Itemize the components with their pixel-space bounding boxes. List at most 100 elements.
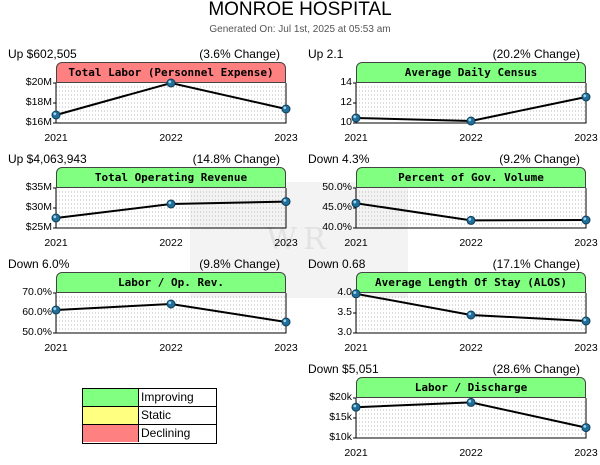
- data-point-highlight: [168, 80, 172, 84]
- x-tick-label: 2022: [459, 447, 483, 459]
- x-tick-label: 2021: [44, 237, 68, 249]
- x-tick-label: 2021: [44, 132, 68, 144]
- change-amount: Down 4.3%: [308, 152, 370, 166]
- data-point-highlight: [583, 425, 587, 428]
- change-percent: (9.2% Change): [499, 152, 580, 166]
- line-chart: [351, 187, 591, 229]
- legend-label: Improving: [141, 390, 194, 404]
- data-point: [51, 110, 61, 120]
- data-point: [581, 316, 591, 326]
- data-point: [166, 199, 176, 209]
- line-chart: [51, 78, 291, 124]
- y-tick-label: 12: [340, 96, 352, 108]
- chart-title: Total Operating Revenue: [56, 167, 286, 188]
- x-tick-label: 2022: [459, 237, 483, 249]
- chart-panel: Down 4.3% (9.2% Change) Percent of Gov. Vo…: [300, 152, 598, 254]
- y-tick-label: 50.0%: [322, 181, 352, 193]
- y-tick-label: 70.0%: [22, 286, 52, 298]
- y-tick-label: 14: [340, 76, 352, 88]
- legend-label: Static: [141, 408, 172, 422]
- legend-swatch-improving: [83, 389, 139, 406]
- data-point-highlight: [283, 199, 287, 202]
- y-tick-label: 3.5: [337, 306, 352, 318]
- x-tick-label: 2021: [344, 132, 368, 144]
- data-point-highlight: [468, 118, 472, 122]
- change-amount: Down 6.0%: [8, 257, 70, 271]
- y-tick-label: $16M: [25, 116, 52, 128]
- change-percent: (3.6% Change): [199, 47, 280, 61]
- data-point: [581, 215, 591, 225]
- x-tick-label: 2023: [274, 342, 298, 354]
- y-tick-label: $20M: [25, 76, 52, 88]
- y-tick-label: $18M: [25, 96, 52, 108]
- data-point-highlight: [283, 319, 287, 323]
- x-tick-label: 2022: [159, 342, 183, 354]
- data-point-highlight: [468, 217, 472, 221]
- x-tick-label: 2022: [459, 342, 483, 354]
- chart-title: Total Labor (Personnel Expense): [56, 62, 286, 83]
- data-point: [466, 397, 476, 407]
- data-point-highlight: [283, 106, 287, 110]
- change-amount: Down 0.68: [308, 257, 366, 271]
- y-tick-label: 40.0%: [322, 221, 352, 233]
- data-point-highlight: [583, 94, 587, 98]
- data-point: [581, 423, 591, 433]
- change-percent: (9.8% Change): [199, 257, 280, 271]
- chart-panel: Down 6.0% (9.8% Change) Labor / Op. Rev. 50…: [0, 257, 298, 359]
- x-tick-label: 2021: [344, 447, 368, 459]
- line-chart: [51, 292, 291, 334]
- change-percent: (17.1% Change): [492, 257, 580, 271]
- x-tick-label: 2021: [344, 342, 368, 354]
- data-point-highlight: [468, 312, 472, 316]
- data-point: [351, 113, 361, 123]
- data-point-highlight: [353, 404, 357, 408]
- change-amount: Up $602,505: [8, 47, 77, 61]
- data-point-highlight: [353, 200, 357, 204]
- data-point: [466, 116, 476, 126]
- y-tick-label: 10: [340, 116, 352, 128]
- data-point-highlight: [53, 307, 57, 311]
- y-tick-label: $30M: [25, 201, 52, 213]
- generated-timestamp: Generated On: Jul 1st, 2025 at 05:53 am: [209, 24, 391, 35]
- legend-item-improving: Improving: [83, 389, 216, 407]
- y-tick-label: $35M: [25, 181, 52, 193]
- x-tick-label: 2022: [459, 132, 483, 144]
- data-point-highlight: [353, 115, 357, 119]
- chart-panel: Down $5,051 (28.6% Change) Labor / Dischar…: [300, 362, 598, 464]
- y-tick-label: $15k: [329, 411, 352, 423]
- chart-title: Labor / Op. Rev.: [56, 272, 286, 293]
- y-tick-label: $20k: [329, 391, 352, 403]
- page-title: MONROE HOSPITAL: [208, 0, 392, 20]
- legend-swatch-static: [83, 407, 139, 424]
- legend-swatch-declining: [83, 425, 139, 442]
- y-tick-label: $25M: [25, 221, 52, 233]
- chart-title: Average Length Of Stay (ALOS): [356, 272, 586, 293]
- data-point: [466, 310, 476, 320]
- data-point: [351, 198, 361, 208]
- data-point: [581, 92, 591, 102]
- data-point: [166, 78, 176, 88]
- data-point: [281, 197, 291, 207]
- data-point: [351, 402, 361, 412]
- data-point-highlight: [53, 215, 57, 219]
- x-tick-label: 2023: [574, 237, 598, 249]
- x-tick-label: 2023: [274, 132, 298, 144]
- data-point: [281, 317, 291, 327]
- chart-title: Percent of Gov. Volume: [356, 167, 586, 188]
- x-tick-label: 2021: [344, 237, 368, 249]
- data-point: [51, 213, 61, 223]
- y-tick-label: 3.0: [337, 326, 352, 338]
- change-percent: (14.8% Change): [192, 152, 280, 166]
- x-tick-label: 2023: [574, 132, 598, 144]
- y-tick-label: 4.0: [337, 286, 352, 298]
- y-tick-label: 45.0%: [322, 201, 352, 213]
- data-point-highlight: [468, 399, 472, 403]
- data-point-highlight: [168, 201, 172, 205]
- x-tick-label: 2022: [159, 132, 183, 144]
- chart-panel: Up 2.1 (20.2% Change) Average Daily Census…: [300, 47, 598, 149]
- change-amount: Down $5,051: [308, 362, 379, 376]
- data-point: [351, 289, 361, 299]
- line-chart: [351, 289, 591, 334]
- change-amount: Up $4,063,943: [8, 152, 87, 166]
- line-chart: [351, 82, 591, 126]
